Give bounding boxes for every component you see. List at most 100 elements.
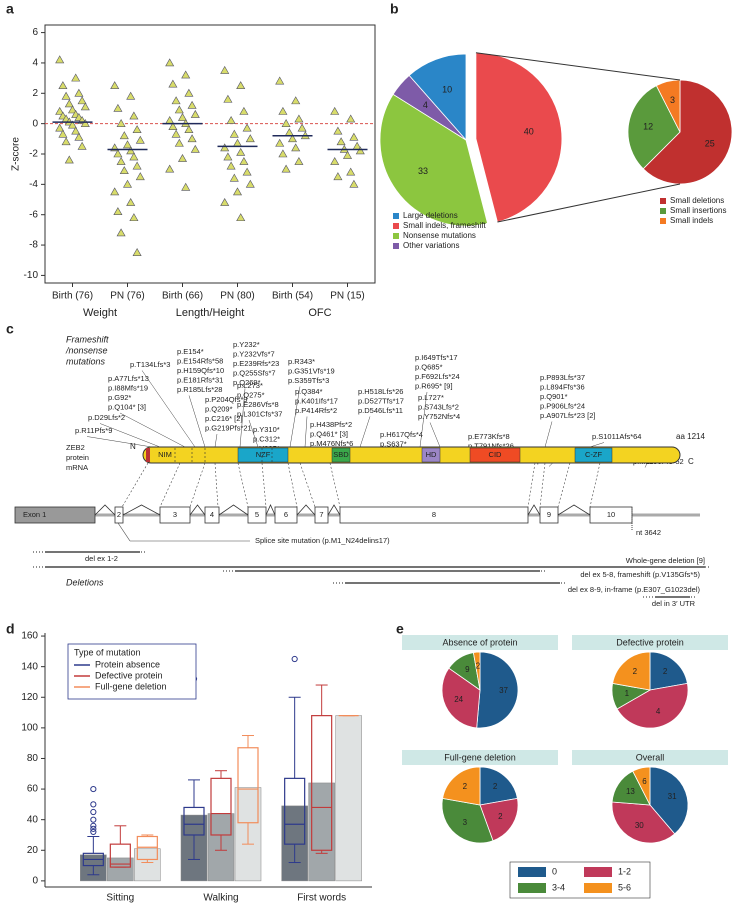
mutation-label: p.Y232* bbox=[233, 340, 260, 349]
pie-slice bbox=[392, 74, 467, 141]
point bbox=[190, 144, 200, 153]
pie-slice bbox=[472, 651, 481, 691]
slice-label: 2 bbox=[476, 662, 481, 671]
point bbox=[239, 106, 249, 115]
y-tick-label: 20 bbox=[27, 845, 39, 856]
mutation-label: p.Q901* bbox=[540, 392, 568, 401]
exon-label: 2 bbox=[117, 510, 121, 519]
exon-label: 6 bbox=[284, 510, 288, 519]
point bbox=[291, 143, 301, 152]
legend-label: Small indels, frameshift bbox=[403, 221, 486, 230]
outlier bbox=[90, 816, 97, 823]
point bbox=[226, 161, 236, 170]
mutation-label: p.Q269* bbox=[233, 378, 261, 387]
pie-slice bbox=[632, 766, 651, 806]
group-label: Weight bbox=[83, 307, 117, 319]
mutation-pointer bbox=[419, 391, 428, 448]
track-label: ZEB2 bbox=[66, 443, 85, 452]
exon-map bbox=[214, 462, 219, 508]
mutation-label: p.L894Ffs*36 bbox=[540, 382, 585, 391]
point bbox=[229, 173, 239, 182]
legend-swatch bbox=[660, 208, 666, 214]
x-tick-label: PN (76) bbox=[110, 291, 144, 302]
domain-label: NZF bbox=[256, 450, 271, 459]
point bbox=[113, 103, 123, 112]
mutation-pointer bbox=[239, 388, 246, 448]
slice-label: 6 bbox=[642, 777, 647, 786]
pie-slice bbox=[611, 801, 676, 844]
pie-slice bbox=[649, 766, 689, 835]
mutation-label: p.L301Cfs*37 bbox=[237, 409, 282, 418]
mutation-label: p.C216* [2] bbox=[205, 414, 243, 423]
panel-label: e bbox=[396, 621, 404, 637]
legend-label: Small indels bbox=[670, 216, 713, 225]
x-tick-label: Birth (66) bbox=[162, 291, 203, 302]
point bbox=[333, 126, 343, 135]
exon-label: 10 bbox=[607, 510, 615, 519]
slice-label: 10 bbox=[442, 84, 452, 94]
y-tick-label: 100 bbox=[21, 723, 38, 734]
pie-slice bbox=[616, 682, 689, 729]
mutation-label: p.M476Nfs*6 bbox=[310, 439, 353, 448]
mutation-label: p.Y232Vfs*7 bbox=[233, 349, 275, 358]
legend-label: Full-gene deletion bbox=[95, 681, 167, 691]
point bbox=[165, 116, 175, 124]
point bbox=[184, 125, 194, 134]
mutation-label: p.F692Lfs*24 bbox=[415, 372, 460, 381]
mutation-label: p.D29Lfs*2 bbox=[88, 413, 125, 422]
intron bbox=[189, 504, 206, 516]
point bbox=[342, 150, 353, 159]
intron bbox=[265, 504, 276, 516]
pie-slice bbox=[642, 79, 733, 185]
intron bbox=[527, 504, 541, 516]
point bbox=[55, 55, 65, 64]
y-tick-label: -10 bbox=[24, 270, 39, 281]
legend-label: Nonsense mutations bbox=[403, 231, 476, 240]
point bbox=[119, 131, 129, 140]
point bbox=[236, 213, 246, 222]
exon-map bbox=[261, 462, 267, 508]
point bbox=[113, 207, 123, 215]
legend-swatch bbox=[660, 198, 666, 204]
y-tick-label: 6 bbox=[32, 27, 38, 38]
bar bbox=[308, 782, 335, 882]
slice-label: 30 bbox=[635, 821, 644, 830]
point bbox=[58, 129, 68, 138]
exon-label: Exon 1 bbox=[23, 510, 46, 519]
point bbox=[171, 96, 181, 105]
point bbox=[349, 179, 359, 188]
point bbox=[278, 149, 288, 158]
domain bbox=[469, 447, 521, 463]
point bbox=[294, 114, 304, 123]
point bbox=[190, 109, 200, 118]
exon-map bbox=[557, 462, 571, 508]
point bbox=[71, 126, 81, 135]
point bbox=[135, 135, 145, 144]
panel-label: a bbox=[6, 1, 14, 17]
box bbox=[183, 806, 205, 836]
point bbox=[122, 179, 133, 188]
point bbox=[226, 116, 236, 124]
mutation-label: p.Q384* bbox=[295, 387, 323, 396]
mutation-label: p.G92* bbox=[108, 393, 131, 402]
deletion-label: del in 3′ UTR bbox=[652, 599, 696, 608]
y-tick-label: -4 bbox=[29, 179, 38, 190]
intron bbox=[296, 504, 316, 516]
exon-map bbox=[121, 462, 149, 508]
point bbox=[242, 123, 252, 132]
protein-length: aa 1214 bbox=[676, 432, 705, 441]
mutation-label: p.G351Vfs*19 bbox=[288, 366, 335, 375]
legend-label: 0 bbox=[552, 866, 557, 876]
pie-slice bbox=[441, 667, 481, 729]
mutation-pointer bbox=[214, 433, 218, 448]
legend-swatch bbox=[518, 883, 546, 893]
point bbox=[165, 58, 175, 67]
slice-label: 1 bbox=[625, 689, 630, 698]
legend-label: Small deletions bbox=[670, 196, 724, 205]
mutation-label: p.R695* [9] bbox=[415, 381, 453, 390]
point bbox=[245, 134, 255, 143]
slice-label: 2 bbox=[463, 782, 468, 791]
point bbox=[278, 106, 288, 115]
point bbox=[220, 143, 230, 152]
point bbox=[110, 187, 120, 196]
